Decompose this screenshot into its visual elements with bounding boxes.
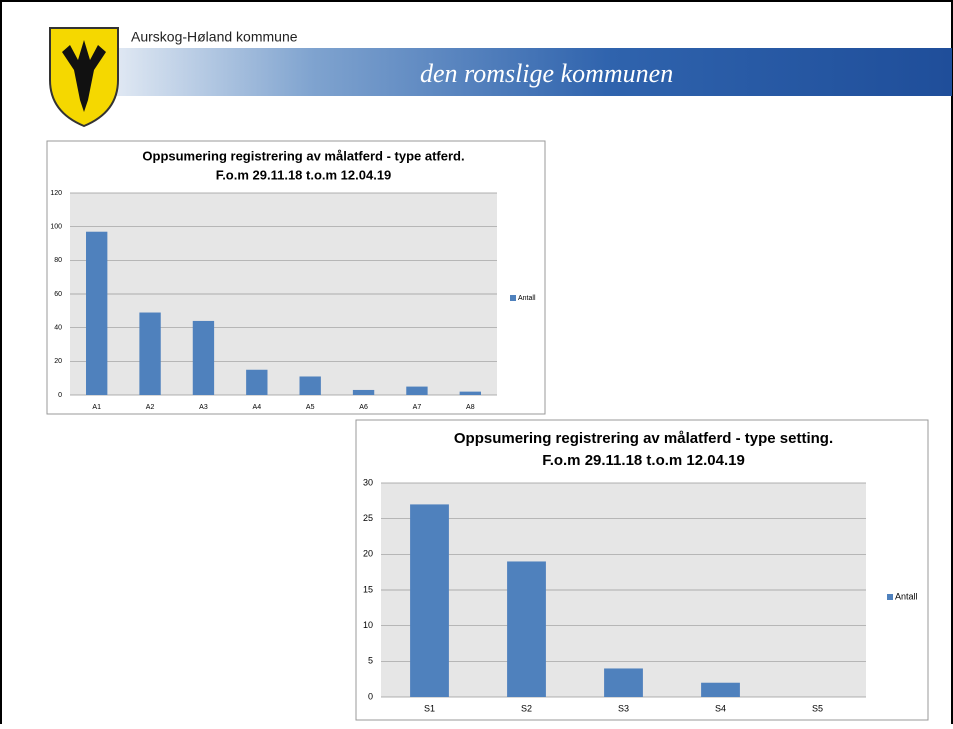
bar (406, 387, 427, 395)
bar (701, 683, 740, 697)
bar (460, 392, 481, 395)
x-tick-label: A6 (359, 404, 368, 411)
x-tick-label: A4 (253, 404, 262, 411)
legend-label: Antall (895, 591, 918, 601)
y-tick-label: 5 (368, 656, 373, 666)
y-tick-label: 20 (54, 358, 62, 365)
bar (507, 561, 546, 697)
x-tick-label: S1 (424, 703, 435, 713)
bar (246, 370, 267, 395)
y-tick-label: 0 (368, 691, 373, 701)
x-tick-label: A3 (199, 404, 208, 411)
chart-subtitle: F.o.m 29.11.18 t.o.m 12.04.19 (542, 452, 745, 469)
slide: Aurskog-Høland kommune den romslige komm… (0, 0, 953, 724)
x-tick-label: S2 (521, 703, 532, 713)
x-tick-label: A1 (92, 404, 101, 411)
y-tick-label: 40 (54, 325, 62, 332)
y-tick-label: 120 (50, 190, 62, 197)
x-tick-label: A7 (413, 404, 422, 411)
x-tick-label: A5 (306, 404, 315, 411)
chart-subtitle: F.o.m 29.11.18 t.o.m 12.04.19 (216, 167, 392, 182)
y-tick-label: 60 (54, 291, 62, 298)
y-tick-label: 15 (363, 584, 373, 594)
org-name: Aurskog-Høland kommune (131, 29, 298, 45)
bar (193, 321, 214, 395)
y-tick-label: 20 (363, 549, 373, 559)
y-tick-label: 25 (363, 513, 373, 523)
slogan: den romslige kommunen (420, 59, 673, 88)
y-tick-label: 10 (363, 620, 373, 630)
legend-swatch (887, 594, 893, 600)
chart-title: Oppsumering registrering av målatferd - … (454, 430, 833, 447)
bar (300, 376, 321, 395)
bar (410, 504, 449, 697)
bar (604, 668, 643, 697)
bar (353, 390, 374, 395)
x-tick-label: A8 (466, 404, 475, 411)
bar (139, 313, 160, 395)
x-tick-label: S4 (715, 703, 726, 713)
chart-title: Oppsumering registrering av målatferd - … (142, 148, 464, 163)
legend-swatch (510, 295, 516, 301)
y-tick-label: 0 (58, 392, 62, 399)
bar (86, 232, 107, 395)
x-tick-label: S5 (812, 703, 823, 713)
legend-label: Antall (518, 295, 536, 302)
y-tick-label: 80 (54, 257, 62, 264)
x-tick-label: A2 (146, 404, 155, 411)
y-tick-label: 100 (50, 224, 62, 231)
x-tick-label: S3 (618, 703, 629, 713)
y-tick-label: 30 (363, 477, 373, 487)
